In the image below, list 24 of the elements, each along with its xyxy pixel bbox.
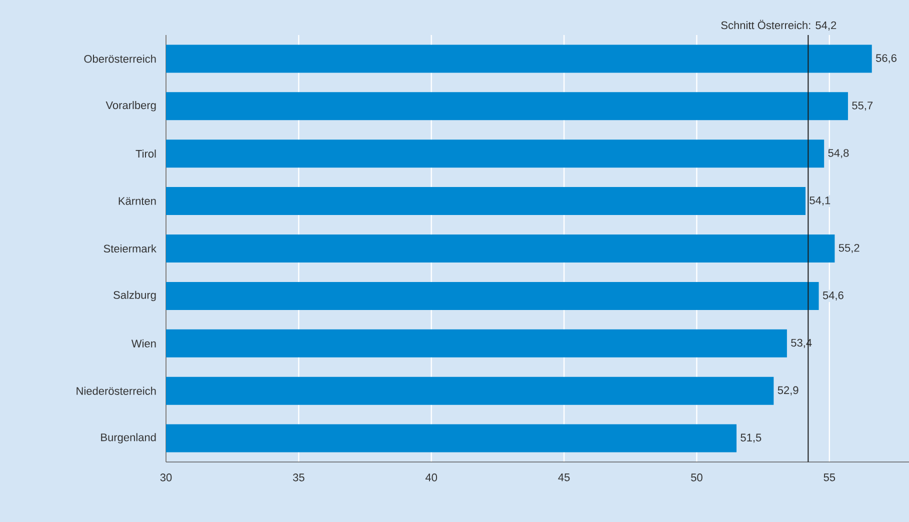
x-tick-label: 55 — [824, 474, 836, 482]
y-tick-label: Wien — [131, 339, 156, 348]
data-label: 54,8 — [828, 149, 849, 158]
data-label: 52,9 — [778, 386, 798, 396]
data-label: 51,5 — [740, 434, 762, 443]
y-tick-label: Oberösterreich — [84, 54, 156, 63]
y-tick-label: Burgenland — [101, 433, 156, 444]
ref-line-label: Schnitt Österreich: 54,2 — [721, 20, 836, 30]
y-tick-label: Salzburg — [114, 290, 156, 302]
y-tick-label: Tirol — [136, 150, 156, 158]
y-tick-label: Kärnten — [118, 197, 156, 205]
data-label: 55,2 — [838, 244, 860, 254]
x-tick-label: 50 — [691, 474, 702, 482]
x-tick-label: 40 — [425, 474, 438, 482]
data-label: 54,6 — [822, 291, 844, 300]
y-tick-label: Steiermark — [104, 244, 156, 253]
data-label: 54,1 — [810, 196, 830, 206]
y-tick-label: Vorarlberg — [106, 101, 156, 112]
data-label: 56,6 — [876, 54, 896, 64]
y-tick-label: Niederösterreich — [76, 386, 156, 395]
x-tick-label: 45 — [558, 474, 570, 482]
x-tick-label: 30 — [160, 474, 172, 482]
x-tick-label: 35 — [292, 474, 304, 482]
data-label: 55,7 — [852, 102, 873, 111]
